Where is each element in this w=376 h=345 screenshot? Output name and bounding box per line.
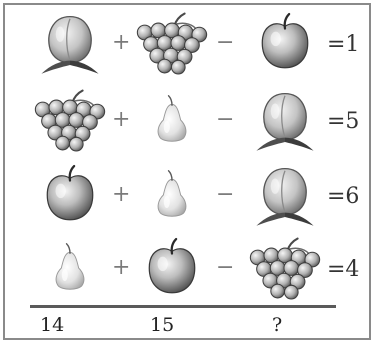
plus-operator: + <box>112 107 131 132</box>
row-result: =6 <box>327 184 360 209</box>
minus-operator: − <box>216 255 235 280</box>
row-result: =1 <box>327 32 360 57</box>
minus-operator: − <box>216 182 235 207</box>
peach-icon <box>252 87 318 153</box>
minus-operator: − <box>216 107 235 132</box>
column-total-label: 15 <box>150 314 175 336</box>
pear-icon <box>146 88 198 152</box>
puzzle-frame <box>3 3 371 340</box>
pear-icon <box>44 236 96 300</box>
apple-icon <box>39 164 101 226</box>
grapes-icon <box>243 236 327 300</box>
unknown-total-label: ? <box>272 314 283 336</box>
row-result: =4 <box>327 257 360 282</box>
apple-icon <box>254 12 316 74</box>
apple-icon <box>141 237 203 299</box>
peach-icon <box>252 162 318 228</box>
plus-operator: + <box>112 30 131 55</box>
plus-operator: + <box>112 255 131 280</box>
grapes-icon <box>28 88 112 152</box>
peach-icon <box>37 10 103 76</box>
plus-operator: + <box>112 182 131 207</box>
minus-operator: − <box>216 30 235 55</box>
pear-icon <box>146 163 198 227</box>
row-result: =5 <box>327 109 360 134</box>
column-total-label: 14 <box>40 314 65 336</box>
grapes-icon <box>130 11 214 75</box>
sum-divider-line <box>30 305 336 308</box>
